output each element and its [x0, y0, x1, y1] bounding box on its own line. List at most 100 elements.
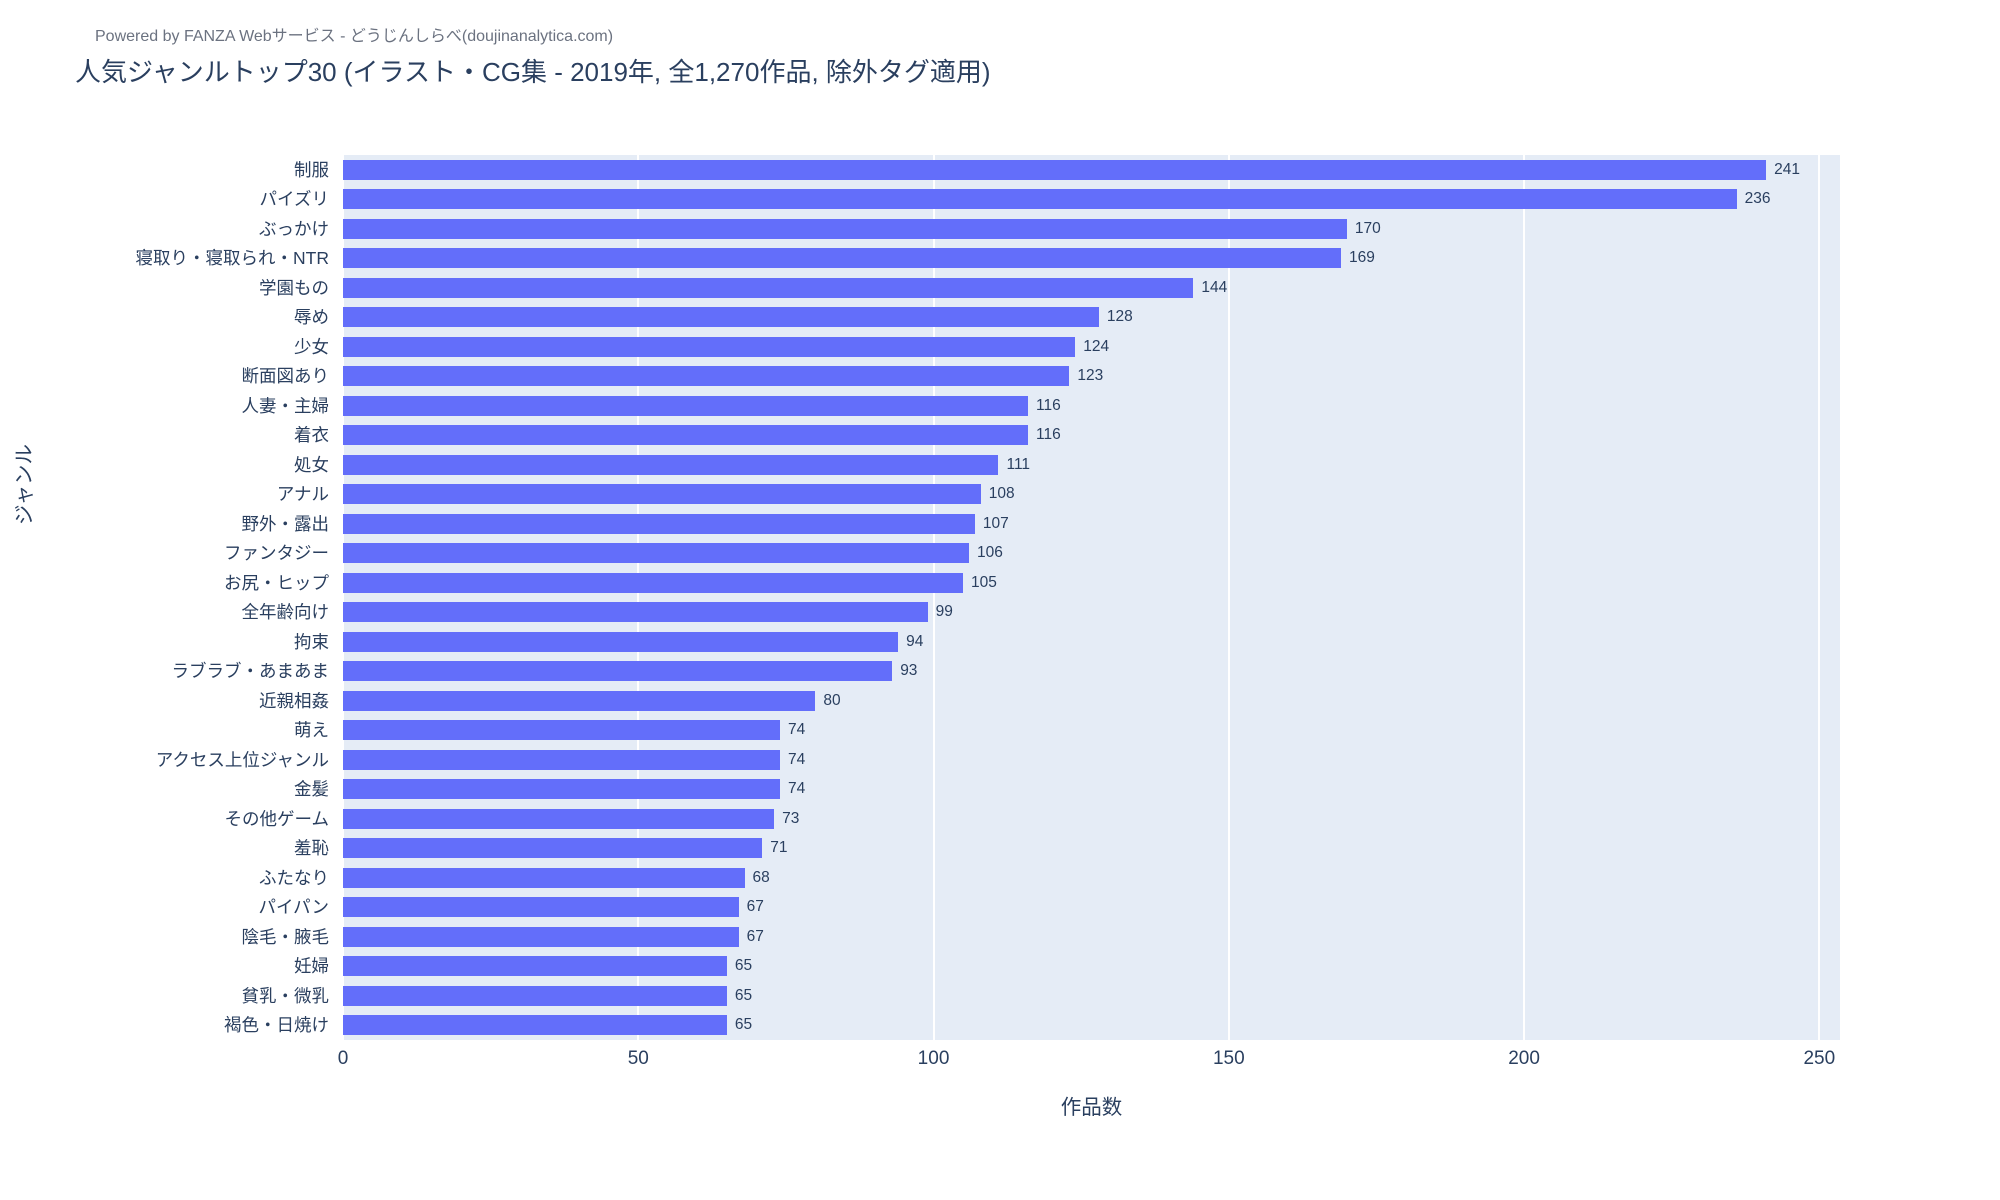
bar	[343, 218, 1347, 239]
category-label: 近親相姦	[259, 690, 329, 711]
category-label: 金髪	[294, 779, 329, 800]
category-label: 処女	[294, 454, 329, 475]
bar	[343, 513, 975, 534]
category-label: 人妻・主婦	[241, 395, 330, 416]
bar	[343, 985, 727, 1006]
x-gridline	[1227, 155, 1230, 1040]
category-label: 寝取り・寝取られ・NTR	[135, 248, 329, 269]
bar	[343, 690, 816, 711]
plot-area: 241 236 170 169 144 128 124 123 116 116 111 108 107 1…	[342, 155, 1840, 1040]
value-label: 73	[782, 809, 800, 827]
bar	[343, 159, 1767, 180]
value-label: 111	[1006, 455, 1031, 473]
value-label: 67	[746, 898, 764, 916]
category-label: 全年齢向け	[241, 602, 330, 623]
bar	[343, 425, 1029, 446]
category-label: その他ゲーム	[224, 808, 329, 829]
category-label: パイズリ	[259, 189, 329, 210]
value-label: 128	[1106, 308, 1133, 326]
value-label: 116	[1036, 426, 1061, 444]
value-label: 65	[734, 1016, 753, 1034]
value-label: 99	[935, 603, 953, 621]
bar	[343, 926, 739, 947]
category-label: 陰毛・腋毛	[241, 926, 330, 947]
bar	[343, 189, 1737, 210]
bar	[343, 395, 1029, 416]
powered-by-annotation: Powered by FANZA Webサービス - どうじんしらべ(douji…	[95, 28, 614, 45]
value-label: 65	[734, 957, 753, 975]
value-label: 108	[988, 485, 1015, 503]
category-label: 褐色・日焼け	[224, 1015, 329, 1036]
category-label: 萌え	[294, 720, 329, 741]
value-label: 67	[746, 927, 764, 945]
category-label: 辱め	[294, 307, 329, 328]
category-label: ラブラブ・あまあま	[171, 661, 330, 682]
bar	[343, 248, 1341, 269]
x-tick-label: 250	[1803, 1048, 1836, 1069]
chart-title: 人気ジャンルトップ30 (イラスト・CG集 - 2019年, 全1,270作品,…	[75, 57, 991, 87]
value-label: 124	[1083, 337, 1110, 355]
x-gridline	[932, 155, 935, 1040]
category-label: アクセス上位ジャンル	[155, 749, 329, 770]
bar	[343, 336, 1076, 357]
x-gridline	[342, 155, 344, 1040]
x-tick-label: 0	[337, 1048, 349, 1069]
value-label: 106	[976, 544, 1003, 562]
value-label: 236	[1744, 190, 1771, 208]
bar	[343, 602, 928, 623]
bar	[343, 808, 775, 829]
bar	[343, 749, 780, 770]
value-label: 116	[1036, 396, 1061, 414]
x-gridline	[1523, 155, 1526, 1040]
category-label: 少女	[294, 336, 329, 357]
value-label: 107	[982, 514, 1009, 532]
bar	[343, 366, 1070, 387]
category-label: パイパン	[258, 897, 329, 918]
x-tick-label: 50	[627, 1048, 649, 1069]
value-label: 93	[900, 662, 918, 680]
bar	[343, 631, 899, 652]
category-label: ファンタジー	[224, 543, 329, 564]
bar	[343, 484, 981, 505]
value-label: 170	[1354, 219, 1381, 237]
bar	[343, 307, 1099, 328]
value-label: 94	[906, 632, 924, 650]
bar	[343, 720, 780, 741]
x-tick-label: 200	[1508, 1048, 1540, 1069]
bar	[343, 1015, 727, 1036]
category-label: アナル	[276, 484, 329, 505]
category-label: 羞恥	[294, 838, 329, 859]
bar	[343, 454, 999, 475]
category-label: ぶっかけ	[259, 218, 329, 239]
category-label: 学園もの	[259, 277, 329, 298]
y-axis-category-labels: 制服 パイズリ ぶっかけ 寝取り・寝取られ・NTR 学園もの 辱め 少女 断面図あり 人妻・主婦…	[0, 155, 335, 1040]
value-label: 169	[1349, 249, 1375, 267]
value-label: 68	[752, 868, 770, 886]
x-tick-label: 100	[917, 1048, 950, 1069]
bar	[343, 277, 1194, 298]
value-label: 74	[787, 780, 806, 798]
bar	[343, 867, 745, 888]
x-tick-label: 150	[1212, 1048, 1245, 1069]
value-label: 71	[770, 839, 788, 857]
value-label: 144	[1201, 278, 1228, 296]
bar	[343, 572, 964, 593]
category-label: 野外・露出	[241, 513, 330, 534]
value-label: 105	[971, 573, 997, 591]
value-label: 74	[787, 750, 806, 768]
x-gridline	[1818, 155, 1821, 1040]
value-label: 65	[734, 986, 753, 1004]
x-gridline	[637, 155, 640, 1040]
bar	[343, 543, 969, 564]
bar	[343, 897, 739, 918]
value-label: 123	[1077, 367, 1104, 385]
bar	[343, 779, 780, 800]
category-label: 貧乳・微乳	[241, 985, 330, 1006]
bar	[343, 838, 763, 859]
category-label: 着衣	[294, 425, 329, 446]
category-label: 断面図あり	[241, 366, 330, 387]
value-label: 241	[1774, 160, 1801, 178]
x-axis-title: 作品数	[1060, 1096, 1123, 1119]
category-label: 拘束	[294, 631, 329, 652]
